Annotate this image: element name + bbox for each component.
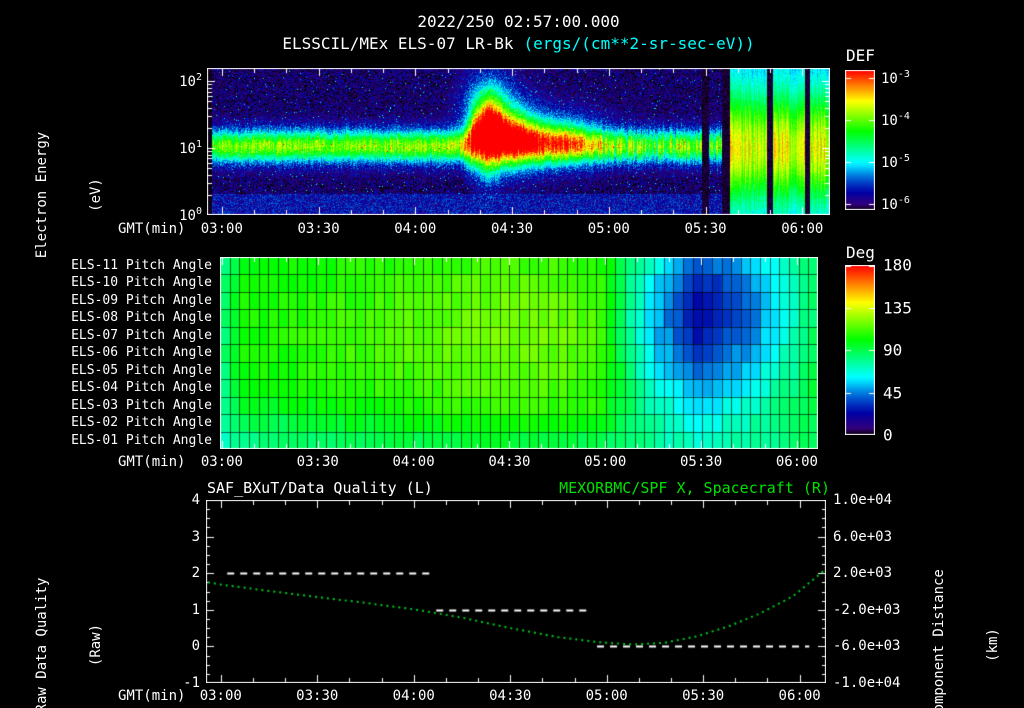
row-label: ELS-11 Pitch Angle [71,258,212,273]
quality-y-axis-label: Raw Data Quality (Raw) [0,495,141,708]
row-label: ELS-08 Pitch Angle [71,310,212,326]
x-tick-label: 04:00 [392,454,435,470]
deg-cbar-tick-label: 0 [883,425,893,445]
energy-tick-label: 101 [179,139,202,157]
deg-cbar-tick-label: 180 [883,255,912,275]
pitch-angle-canvas [220,257,818,449]
energy-tick-label: 100 [179,206,202,224]
x-tick-label: 04:00 [392,688,435,704]
quality-distance-canvas [206,500,826,683]
x-tick-label: 05:00 [587,221,630,237]
x-tick-label: 04:30 [490,221,534,237]
quality-tick-label: 2 [191,565,200,582]
distance-tick-label: -6.0e+03 [833,638,901,655]
def-colorbar-title: DEF [846,46,875,65]
row-label: ELS-10 Pitch Angle [71,275,212,291]
deg-colorbar-title: Deg [846,243,875,262]
row-label: ELS-02 Pitch Angle [71,415,212,431]
distance-tick-label: 6.0e+03 [833,528,893,545]
distance-y-axis-label-line2: (km) [985,628,1001,662]
x-tick-label: 05:30 [682,688,725,704]
def-cbar-tick-label: 10-3 [881,68,910,87]
row-label: ELS-07 Pitch Angle [71,327,212,343]
quality-tick-label: 4 [191,492,200,508]
x-tick-label: 03:30 [296,454,339,470]
x-tick-label: 04:30 [489,688,532,704]
quality-tick-label: 3 [191,528,200,545]
def-cbar-tick-label: 10-6 [881,194,910,213]
row-label: ELS-03 Pitch Angle [71,397,212,413]
def-cbar-tick-label: 10-5 [881,152,910,171]
x-tick-label: 03:00 [200,221,243,237]
quality-y-axis-label-line2: (Raw) [88,623,104,667]
x-tick-label: 06:00 [778,688,821,704]
deg-cbar-tick-label: 45 [883,383,903,402]
x-tick-label: 06:00 [781,221,824,237]
x-tick-label: 06:00 [775,454,818,470]
def-colorbar-canvas [845,70,875,210]
x-tick-label: 05:30 [680,454,723,470]
instrument-title: ELSSCIL/MEx ELS-07 LR-Bk [282,34,514,53]
x-tick-label: 04:30 [488,454,531,470]
plot-title: ELSSCIL/MEx ELS-07 LR-Bk (ergs/(cm**2-sr-… [107,34,930,53]
x-tick-label: 03:30 [296,688,339,704]
row-label: ELS-05 Pitch Angle [71,362,212,378]
distance-tick-label: -2.0e+03 [833,601,901,618]
distance-tick-label: 2.0e+03 [833,565,893,582]
row-label: ELS-06 Pitch Angle [71,345,212,361]
deg-cbar-tick-label: 90 [883,340,903,360]
quality-tick-label: 0 [191,638,200,655]
distance-y-axis-label-line1: Component Distance [931,569,947,708]
deg-cbar-tick-label: 135 [883,298,912,317]
gmt-label-middle: GMT(min) [118,454,186,470]
row-label: ELS-09 Pitch Angle [71,292,212,308]
quality-tick-label: -1 [183,675,200,691]
distance-y-axis-label: Component Distance (km) [894,495,1024,708]
x-tick-label: 03:00 [199,688,242,704]
distance-tick-label: -1.0e+04 [833,675,901,691]
x-tick-label: 03:30 [297,221,340,237]
x-tick-label: 05:30 [684,221,727,237]
x-tick-label: 04:00 [394,221,437,237]
quality-tick-label: 1 [191,601,200,618]
quality-y-axis-label-line1: Raw Data Quality [34,577,50,708]
gmt-label-top: GMT(min) [118,221,186,237]
x-tick-label: 05:00 [584,454,627,470]
units-label: (ergs/(cm**2-sr-sec-eV)) [523,34,755,53]
gmt-label-bottom: GMT(min) [118,688,186,704]
x-tick-label: 03:00 [200,454,243,470]
row-label: ELS-04 Pitch Angle [71,380,212,396]
bottom-title-right: MEXORBMC/SPF X, Spacecraft (R) [559,479,830,497]
distance-tick-label: 1.0e+04 [833,492,893,508]
def-cbar-tick-label: 10-4 [881,110,910,129]
deg-colorbar-canvas [845,265,875,435]
energy-tick-label: 102 [179,72,202,91]
row-label: ELS-01 Pitch Angle [71,432,212,448]
x-tick-label: 05:00 [585,688,628,704]
timestamp-title: 2022/250 02:57:00.000 [417,12,620,31]
electron-energy-spectrogram-canvas [207,68,830,215]
bottom-title-left: SAF_BXuT/Data Quality (L) [207,479,433,497]
